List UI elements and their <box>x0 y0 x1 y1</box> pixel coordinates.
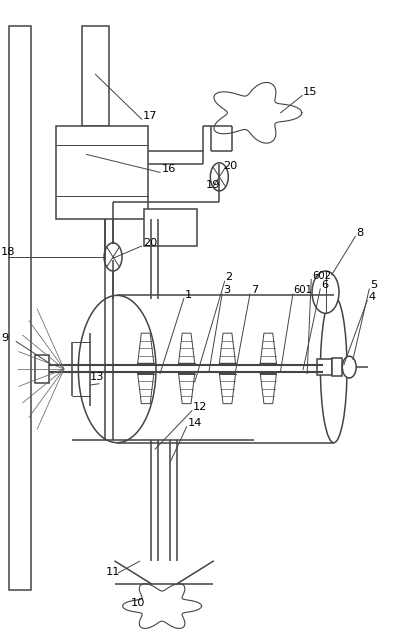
Text: 15: 15 <box>302 87 317 98</box>
Text: 10: 10 <box>130 598 145 608</box>
Bar <box>144 209 196 246</box>
Text: 5: 5 <box>369 280 376 290</box>
Text: 16: 16 <box>161 164 175 174</box>
Text: 17: 17 <box>143 111 157 121</box>
Text: 2: 2 <box>225 272 232 282</box>
Bar <box>331 358 341 376</box>
Text: 20: 20 <box>143 238 157 248</box>
Text: 19: 19 <box>205 180 220 190</box>
Text: 20: 20 <box>223 161 237 171</box>
Bar <box>316 360 331 375</box>
Circle shape <box>311 271 338 313</box>
Text: 9: 9 <box>2 333 9 343</box>
Bar <box>82 26 109 126</box>
Bar <box>35 355 48 383</box>
Text: 18: 18 <box>1 247 16 257</box>
Text: 1: 1 <box>184 290 191 300</box>
Circle shape <box>342 356 355 378</box>
Bar <box>56 126 147 218</box>
Bar <box>9 26 31 590</box>
Text: 7: 7 <box>250 285 257 295</box>
Ellipse shape <box>320 295 346 443</box>
Text: 602: 602 <box>311 271 330 281</box>
Text: 11: 11 <box>106 567 120 577</box>
Text: 6: 6 <box>320 280 327 290</box>
Text: 4: 4 <box>367 292 374 302</box>
Circle shape <box>210 163 228 191</box>
Text: 8: 8 <box>356 228 363 238</box>
Text: 13: 13 <box>90 372 104 383</box>
Text: 12: 12 <box>192 402 207 412</box>
Text: 3: 3 <box>222 285 230 295</box>
Text: 601: 601 <box>293 285 312 295</box>
Text: 14: 14 <box>187 419 201 428</box>
Ellipse shape <box>78 295 155 443</box>
Circle shape <box>104 243 122 271</box>
